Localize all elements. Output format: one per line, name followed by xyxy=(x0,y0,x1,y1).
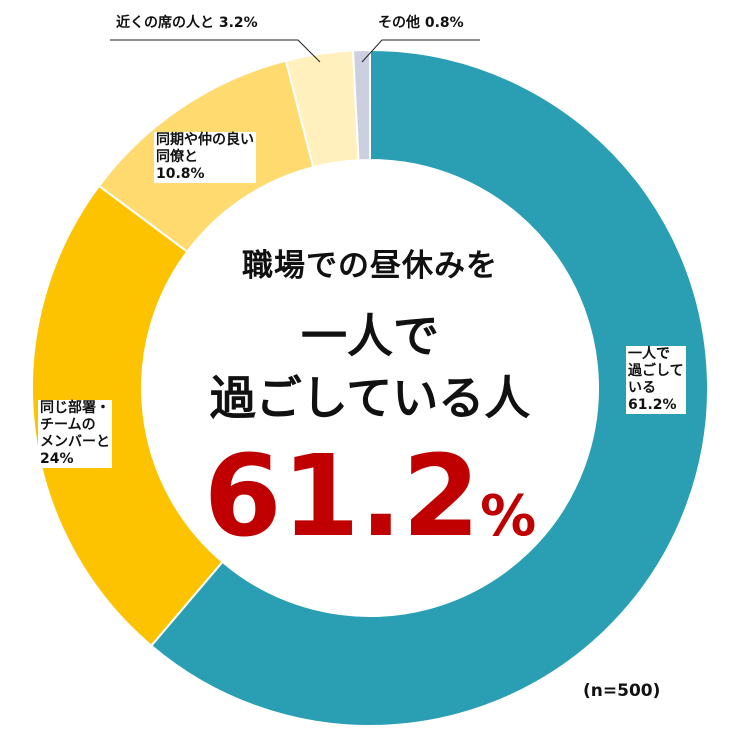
slice-label-alone: 一人で 過ごして いる 61.2% xyxy=(626,346,686,414)
center-percentage: 61.2% xyxy=(200,432,540,562)
leader-line-other xyxy=(361,39,480,63)
slice-1 xyxy=(31,184,224,648)
slice-4 xyxy=(351,48,371,162)
center-percentage-value: 61.2 xyxy=(203,432,481,562)
slice-label-near-seat: 近くの席の人と 3.2% xyxy=(116,15,258,31)
center-heading: 職場での昼休みを xyxy=(242,248,498,284)
leader-line-near-seat xyxy=(110,39,321,63)
slice-label-other: その他 0.8% xyxy=(378,15,464,31)
center-title-line2: 過ごしている人 xyxy=(209,371,531,425)
center-percentage-unit: % xyxy=(480,484,537,549)
leader-lines xyxy=(110,39,480,63)
slice-label-colleagues: 同期や仲の良い 同僚と 10.8% xyxy=(154,132,256,183)
slice-0 xyxy=(149,48,709,727)
center-title-line1: 一人で xyxy=(301,309,439,363)
slice-label-same-team: 同じ部署・ チームの メンバーと 24% xyxy=(38,400,112,468)
sample-size-note: (n=500) xyxy=(583,681,661,701)
